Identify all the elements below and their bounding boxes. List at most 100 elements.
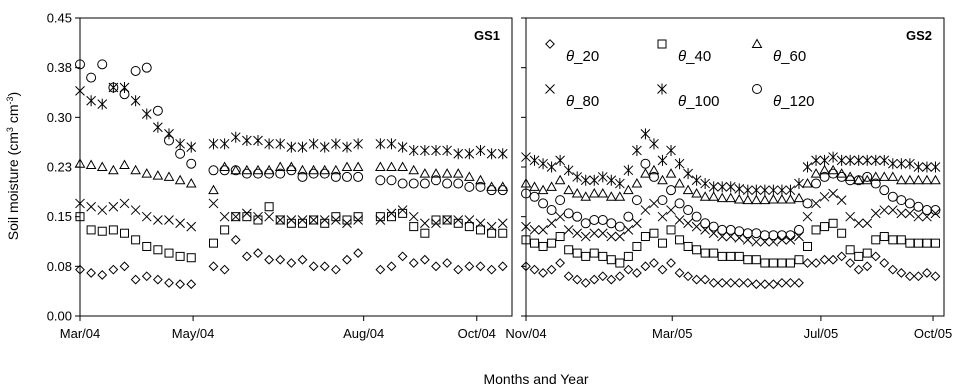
data-point (879, 205, 890, 215)
data-point (683, 241, 693, 251)
data-point (342, 254, 352, 265)
data-point (802, 178, 813, 188)
data-point (264, 138, 274, 150)
data-point (811, 198, 821, 209)
data-point (589, 228, 600, 239)
data-point (153, 215, 163, 225)
data-point (674, 215, 685, 225)
data-point (657, 195, 668, 206)
data-point (497, 148, 508, 160)
data-point (691, 187, 702, 198)
data-point (408, 144, 419, 156)
data-point (683, 218, 693, 229)
data-point (640, 158, 651, 169)
data-point (486, 185, 497, 196)
data-point (845, 258, 856, 268)
data-point (397, 161, 408, 171)
data-point (319, 215, 330, 225)
data-point (453, 215, 464, 225)
data-point (442, 178, 453, 189)
x-tick-label: Nov/04 (505, 326, 546, 341)
data-point (219, 264, 230, 275)
data-point (538, 158, 548, 170)
data-point (862, 218, 873, 229)
data-point (275, 138, 286, 150)
data-point (606, 255, 616, 265)
data-point (717, 251, 727, 261)
data-point (589, 274, 600, 285)
data-point (430, 175, 441, 186)
data-point (264, 254, 275, 265)
data-point (264, 202, 274, 212)
data-point (597, 214, 608, 225)
data-point (921, 174, 933, 185)
data-point (86, 95, 96, 107)
data-point (794, 255, 804, 265)
data-point (97, 98, 108, 110)
data-point (896, 235, 906, 245)
data-point (231, 212, 241, 222)
data-point (521, 235, 531, 245)
data-point (606, 231, 617, 242)
data-point (297, 164, 308, 175)
data-point (555, 258, 566, 268)
data-point (375, 161, 386, 171)
data-point (623, 264, 634, 275)
data-point (623, 251, 633, 261)
data-point (286, 141, 297, 153)
data-point (742, 228, 753, 239)
data-point (375, 138, 386, 150)
data-point (793, 192, 805, 203)
data-point (700, 274, 711, 285)
data-point (420, 218, 430, 229)
data-point (341, 161, 353, 171)
data-point (529, 264, 540, 275)
data-point (108, 82, 119, 93)
data-point (691, 211, 702, 222)
data-point (896, 268, 907, 278)
y-tick-label: 0.00 (47, 309, 72, 324)
data-point (141, 211, 152, 222)
series-triangle (74, 158, 509, 195)
data-point (464, 261, 475, 272)
data-point (905, 238, 915, 248)
data-point (853, 218, 864, 229)
data-point (108, 264, 119, 275)
data-point (375, 175, 386, 186)
data-point (219, 138, 230, 150)
data-point (397, 178, 408, 189)
data-point (666, 205, 676, 215)
data-point (475, 144, 486, 156)
data-point (750, 194, 762, 205)
data-point (521, 221, 531, 232)
data-point (657, 264, 668, 275)
data-point (905, 158, 915, 170)
data-point (691, 274, 702, 285)
data-point (819, 254, 830, 265)
data-point (386, 161, 397, 171)
data-point (563, 164, 574, 176)
data-point (97, 59, 108, 70)
y-axis-title: Soil moisture (cm3 cm-3) (5, 92, 21, 240)
data-point (442, 258, 453, 268)
data-point (230, 164, 242, 175)
data-point (794, 178, 804, 190)
data-point (164, 277, 174, 288)
data-point (674, 268, 685, 278)
data-point (555, 211, 565, 222)
data-point (785, 258, 795, 268)
data-point (751, 236, 762, 247)
data-point (691, 174, 702, 186)
data-point (819, 164, 830, 175)
data-point (141, 168, 153, 178)
data-point (431, 261, 441, 272)
data-point (683, 205, 694, 216)
data-point (386, 138, 397, 150)
data-point (397, 205, 408, 215)
data-point (888, 235, 898, 245)
data-point (419, 254, 430, 265)
data-point (464, 215, 475, 225)
data-point (529, 181, 540, 191)
data-point (529, 154, 540, 166)
data-point (174, 174, 186, 185)
